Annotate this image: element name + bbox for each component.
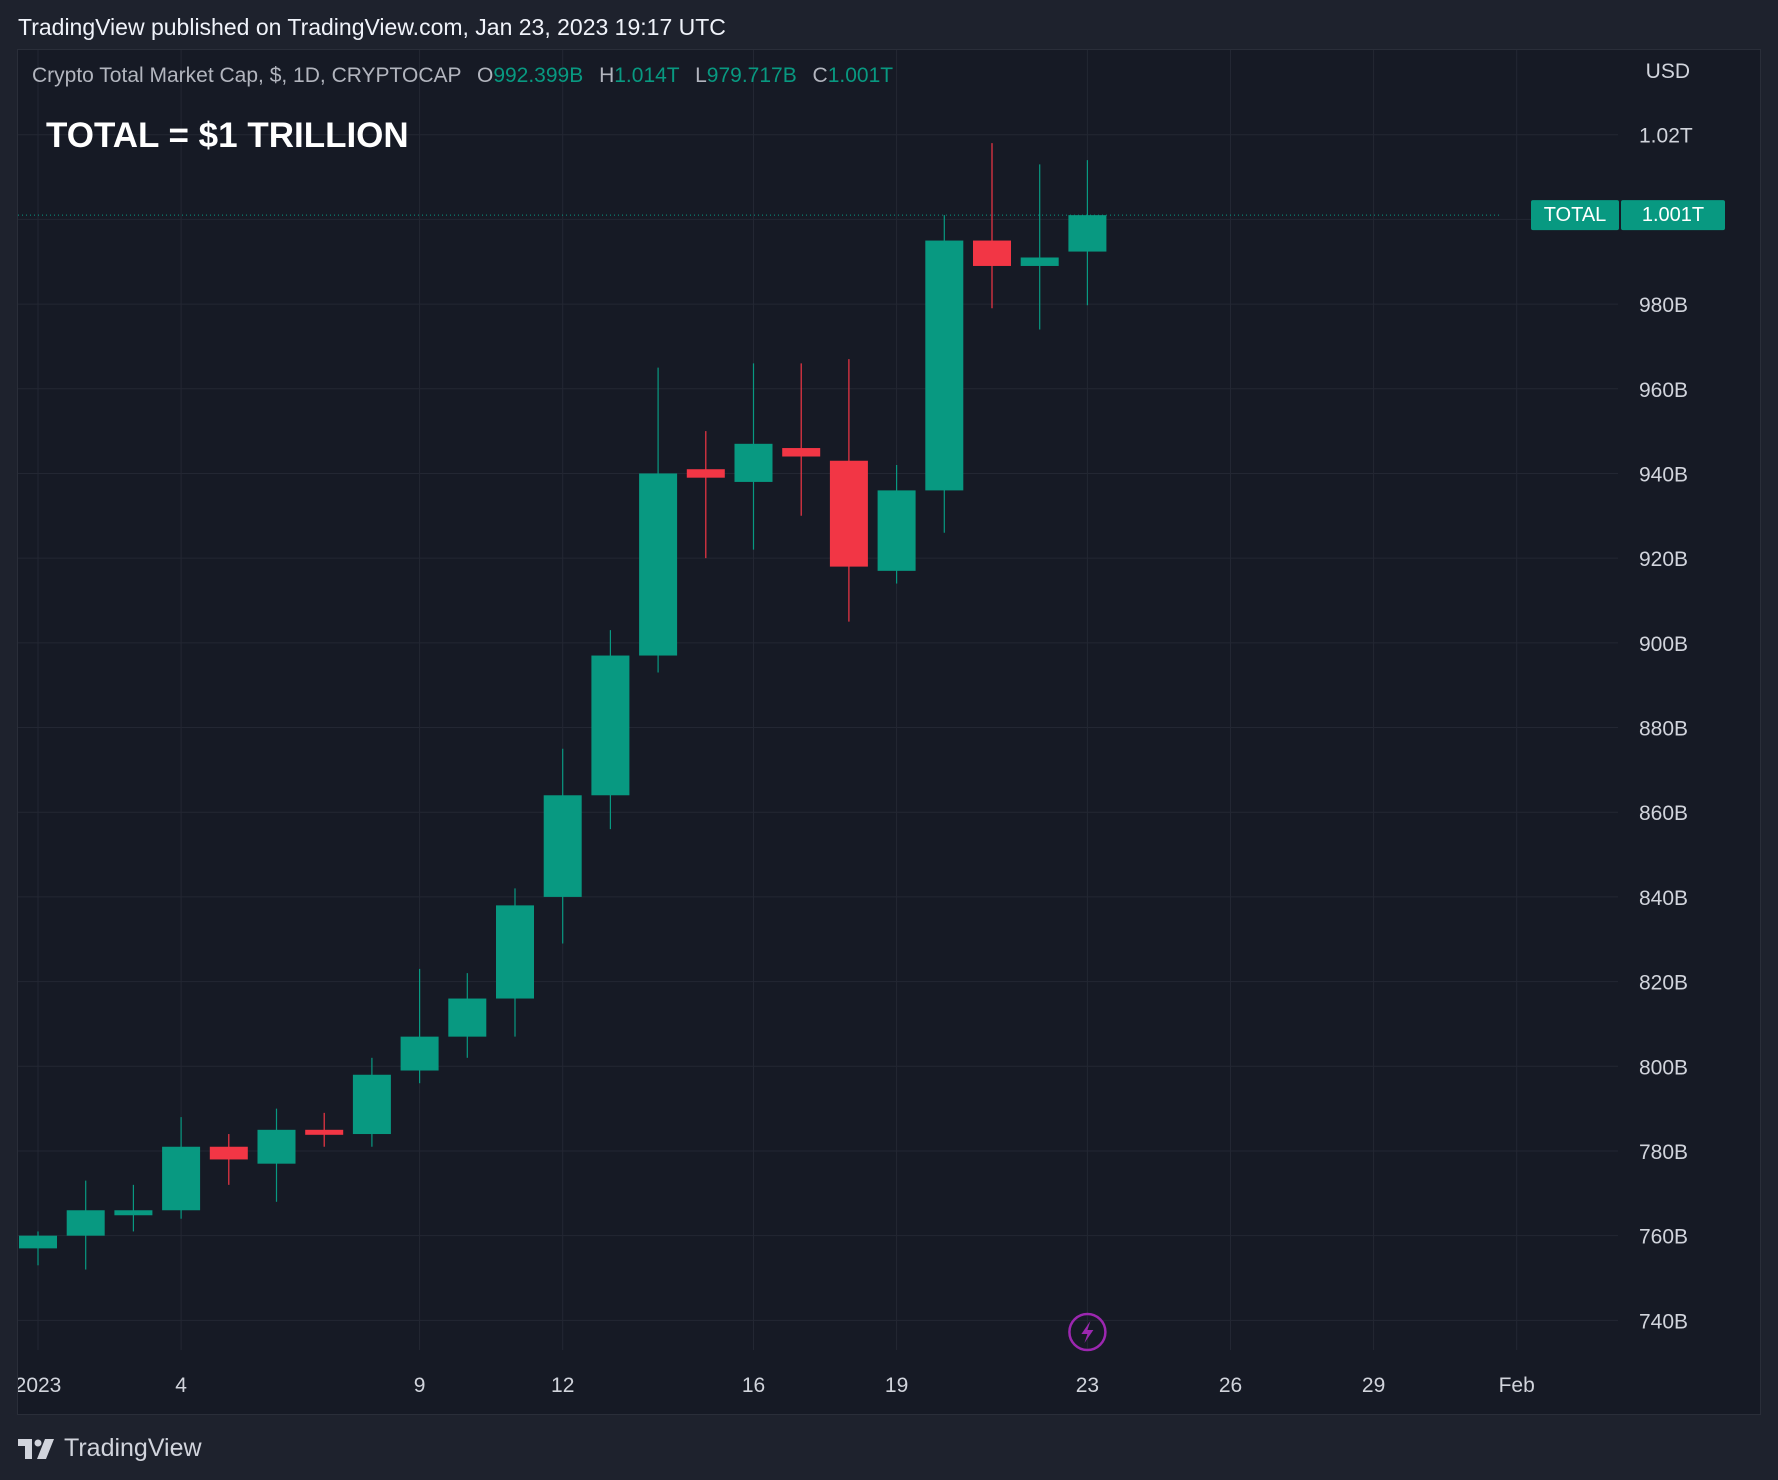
lightning-bolt-icon — [1081, 1321, 1094, 1343]
y-tick-label: 820B — [1639, 972, 1688, 995]
candle-body — [686, 469, 725, 478]
published-caption: TradingView published on TradingView.com… — [18, 14, 726, 40]
candle-body — [639, 473, 678, 656]
y-tick-label: 960B — [1639, 379, 1688, 402]
plot-background — [18, 50, 1760, 1414]
candle-body — [496, 905, 534, 999]
candle-body — [257, 1129, 296, 1164]
candle-body — [877, 490, 916, 571]
low-value: 979.717B — [706, 64, 797, 87]
price-badge-name-bg — [1531, 200, 1619, 231]
x-tick-label: 2023 — [18, 1374, 61, 1397]
x-tick-label: 23 — [1076, 1374, 1099, 1397]
chart-panel[interactable]: 740B 760B 780B 800B 820B 840B 860B 880B 900B 920B… — [17, 49, 1761, 1415]
candle-body — [829, 460, 868, 567]
x-tick-label: 4 — [175, 1374, 187, 1397]
x-tick-label: 16 — [742, 1374, 765, 1397]
lightning-icon — [1068, 1312, 1107, 1352]
annotation-title[interactable]: TOTAL = $1 TRILLION — [46, 116, 409, 155]
y-tick-label: 740B — [1639, 1310, 1688, 1333]
open-label: O — [476, 64, 494, 87]
x-tick-label: 26 — [1219, 1374, 1242, 1397]
close-value: 1.001T — [827, 64, 894, 87]
candle-body — [782, 448, 821, 457]
high-value: 1.014T — [614, 64, 680, 87]
candle-body — [209, 1146, 248, 1160]
price-badge-value: 1.001T — [1642, 204, 1704, 226]
candle-body — [1020, 257, 1059, 266]
currency-label[interactable]: USD — [1645, 60, 1690, 83]
price-badge-value-bg — [1621, 200, 1725, 231]
candle-body — [305, 1129, 344, 1135]
y-tick-label: 880B — [1639, 718, 1688, 741]
y-tick-label: 780B — [1639, 1141, 1688, 1164]
candle-body — [352, 1074, 391, 1135]
y-tick-label: 940B — [1639, 463, 1688, 486]
high-label: H — [599, 64, 615, 87]
y-tick-label: 980B — [1639, 294, 1688, 317]
price-badge-name: TOTAL — [1544, 204, 1607, 226]
x-tick-label: 29 — [1362, 1374, 1385, 1397]
candle-body — [925, 240, 964, 491]
symbol-description[interactable]: Crypto Total Market Cap, $, 1D, CRYPTOCA… — [32, 64, 462, 87]
candle-body — [448, 998, 487, 1037]
close-label: C — [812, 64, 828, 87]
candle-body — [400, 1036, 439, 1071]
y-tick-label: 840B — [1639, 887, 1688, 910]
y-tick-label: 900B — [1639, 633, 1688, 656]
candle-body — [973, 240, 1011, 266]
candle-body — [114, 1210, 153, 1216]
y-tick-label: 760B — [1639, 1226, 1688, 1249]
candle-body — [162, 1146, 201, 1211]
y-tick-label: 1.02T — [1639, 125, 1693, 148]
candle-body — [66, 1210, 105, 1236]
x-tick-label: 9 — [414, 1374, 426, 1397]
candle-body — [19, 1235, 57, 1249]
candlestick-chart[interactable]: 740B 760B 780B 800B 820B 840B 860B 880B 900B 920B… — [18, 50, 1761, 1415]
symbol-legend: Crypto Total Market Cap, $, 1D, CRYPTOCA… — [32, 64, 893, 88]
x-tick-label: 19 — [885, 1374, 908, 1397]
open-value: 992.399B — [493, 64, 584, 87]
candle-body — [1068, 215, 1107, 252]
footer-brand[interactable]: TradingView — [18, 1434, 202, 1463]
x-tick-label: 12 — [551, 1374, 574, 1397]
y-tick-label: 860B — [1639, 802, 1688, 825]
footer-brand-label: TradingView — [64, 1434, 202, 1462]
candle-body — [591, 655, 630, 796]
y-tick-label: 800B — [1639, 1056, 1688, 1079]
low-label: L — [695, 64, 707, 87]
candle-body — [543, 795, 582, 897]
y-tick-label: 920B — [1639, 548, 1688, 571]
tradingview-logo-icon — [18, 1438, 54, 1459]
candle-body — [734, 443, 773, 482]
x-tick-label: Feb — [1499, 1374, 1535, 1397]
